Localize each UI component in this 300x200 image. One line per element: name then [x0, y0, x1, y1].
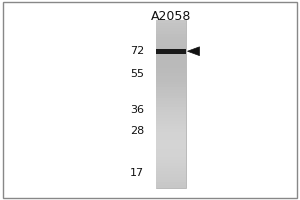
Bar: [156, 126, 186, 129]
Bar: [156, 177, 186, 180]
Bar: [156, 166, 186, 168]
Bar: [156, 135, 186, 138]
Bar: [156, 115, 186, 118]
Bar: [156, 82, 186, 84]
Bar: [156, 107, 186, 110]
Bar: [156, 68, 186, 70]
Bar: [156, 90, 186, 93]
Bar: [156, 146, 186, 149]
Bar: [156, 157, 186, 160]
Text: 36: 36: [130, 105, 144, 115]
Bar: [156, 104, 186, 107]
Bar: [156, 49, 186, 54]
Bar: [156, 110, 186, 112]
Bar: [156, 73, 186, 76]
Bar: [156, 118, 186, 121]
Bar: [156, 140, 186, 143]
Bar: [156, 37, 186, 40]
Bar: [156, 163, 186, 166]
Bar: [156, 76, 186, 79]
Bar: [156, 121, 186, 124]
Bar: [156, 48, 186, 51]
Bar: [156, 42, 186, 45]
Bar: [156, 45, 186, 48]
Text: 72: 72: [130, 46, 144, 56]
Bar: [156, 112, 186, 115]
Bar: [156, 40, 186, 42]
Bar: [156, 129, 186, 132]
Bar: [156, 138, 186, 140]
Bar: [156, 93, 186, 96]
Text: A2058: A2058: [151, 10, 191, 23]
Bar: [156, 182, 186, 185]
Bar: [156, 185, 186, 188]
Bar: [156, 59, 186, 62]
Bar: [156, 34, 186, 37]
Bar: [156, 132, 186, 135]
Bar: [156, 20, 186, 188]
Bar: [156, 168, 186, 171]
Bar: [156, 28, 186, 31]
Bar: [156, 180, 186, 182]
Bar: [156, 154, 186, 157]
Bar: [156, 79, 186, 82]
Bar: [156, 96, 186, 98]
Bar: [156, 174, 186, 177]
Bar: [156, 98, 186, 101]
Bar: [156, 62, 186, 65]
Text: 17: 17: [130, 168, 144, 178]
Text: 28: 28: [130, 126, 144, 136]
Bar: [156, 26, 186, 28]
Bar: [156, 160, 186, 163]
Bar: [156, 124, 186, 126]
Bar: [156, 65, 186, 68]
Bar: [156, 56, 186, 59]
Bar: [156, 51, 186, 54]
Bar: [156, 143, 186, 146]
Bar: [156, 70, 186, 73]
Bar: [156, 149, 186, 152]
Bar: [156, 31, 186, 34]
Bar: [156, 171, 186, 174]
Text: 55: 55: [130, 69, 144, 79]
Bar: [156, 54, 186, 56]
Bar: [156, 101, 186, 104]
Bar: [156, 20, 186, 23]
Bar: [156, 152, 186, 154]
Polygon shape: [188, 47, 200, 56]
Bar: [156, 87, 186, 90]
Bar: [156, 23, 186, 26]
Bar: [156, 84, 186, 87]
